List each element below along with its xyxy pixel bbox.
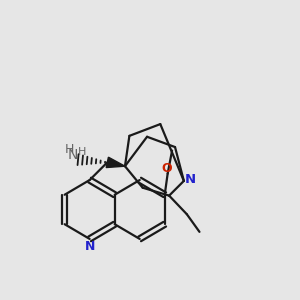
Text: N: N xyxy=(68,148,78,162)
Text: H: H xyxy=(77,147,86,157)
Text: N: N xyxy=(85,240,95,253)
Text: N: N xyxy=(185,173,196,186)
Text: H: H xyxy=(64,143,74,157)
Text: O: O xyxy=(161,162,172,175)
Polygon shape xyxy=(106,157,125,167)
